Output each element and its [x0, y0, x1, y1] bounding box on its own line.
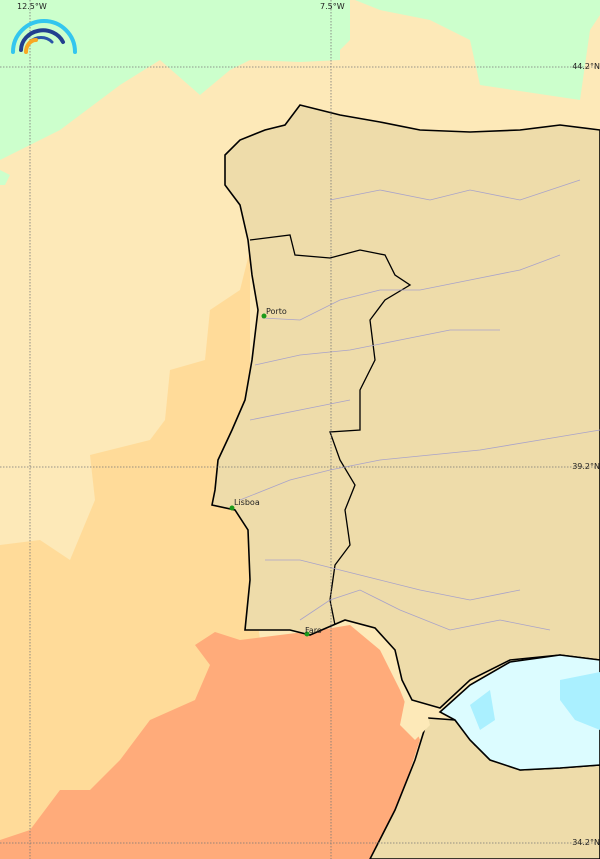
- country-border: [249, 234, 412, 626]
- city-marker-faro: [304, 631, 310, 637]
- latitude-label: 44.2°N: [572, 62, 600, 71]
- longitude-label: 7.5°W: [320, 2, 345, 11]
- longitude-label: 12.5°W: [17, 2, 47, 11]
- city-marker-porto: [261, 313, 267, 319]
- city-marker-lisboa: [229, 505, 235, 511]
- rainbow-arc-logo: [11, 19, 77, 54]
- sea-band-green: [0, 0, 600, 160]
- latitude-label: 34.2°N: [572, 838, 600, 847]
- city-label-faro: Faro: [305, 626, 322, 635]
- city-label-porto: Porto: [266, 307, 287, 316]
- city-label-lisboa: Lisboa: [234, 498, 260, 507]
- rivers: [239, 179, 600, 631]
- iberia-land: [211, 104, 600, 859]
- latitude-label: 39.2°N: [572, 462, 600, 471]
- sea-band-salmon: [0, 625, 420, 859]
